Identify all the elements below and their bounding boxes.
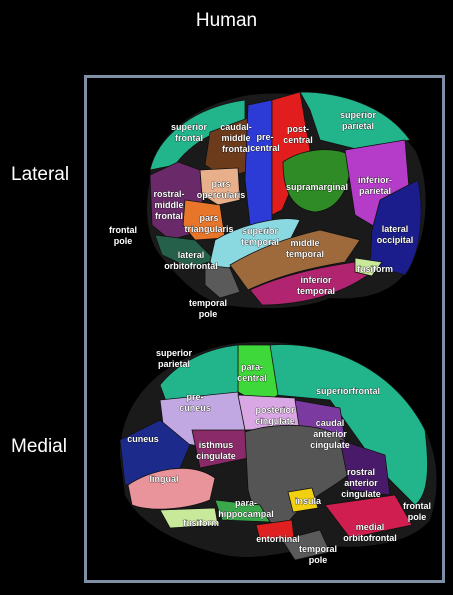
region-temporal-pole-lateral <box>204 264 241 299</box>
label-paracentral: para-central <box>237 362 267 383</box>
region-insula <box>287 487 319 513</box>
label-pars-opercularis: pars opercularis <box>197 179 246 200</box>
label-precentral: pre-central <box>250 132 280 153</box>
label-fusiform-lateral: fusiform <box>357 264 393 274</box>
label-posterior-cingulate: posterior cingulate <box>255 405 295 426</box>
label-pars-triangularis: pars triangularis <box>184 213 233 234</box>
region-fusiform-medial <box>159 507 219 529</box>
lateral-view-label: Lateral <box>11 164 70 185</box>
label-precuneus: pre-cuneus <box>179 392 211 413</box>
label-supramarginal: supramarginal <box>286 182 348 192</box>
region-medial-orbitofrontal <box>324 494 413 539</box>
label-superior-parietal-medial: superior parietal <box>156 348 193 369</box>
region-parahippocampal <box>214 499 271 523</box>
label-caudal-anterior-cingulate: caudal anterior cingulate <box>310 418 350 450</box>
label-frontal-pole-medial: frontal pole <box>403 501 431 522</box>
label-caudal-middle-frontal: caudal-middle frontal <box>220 122 252 154</box>
region-supramarginal <box>282 149 351 213</box>
label-entorhinal: entorhinal <box>256 534 300 544</box>
label-parahippocampal: para-hippocampal <box>218 498 274 519</box>
label-superior-frontal-lateral: superior frontal <box>171 122 208 143</box>
label-isthmus-cingulate: isthmus cingulate <box>196 440 236 461</box>
label-temporal-pole-lateral: temporal pole <box>189 298 227 319</box>
label-fusiform-medial: fusiform <box>183 518 219 528</box>
label-cuneus: cuneus <box>127 434 159 444</box>
region-pars-opercularis <box>199 167 241 206</box>
label-superior-parietal-lateral: superior parietal <box>340 110 377 131</box>
label-rostral-middle-frontal: rostral-middle frontal <box>153 189 184 221</box>
region-lateral-orbitofrontal <box>154 234 216 269</box>
label-superior-frontal-medial: superiorfrontal <box>316 386 380 396</box>
medial-brain <box>119 341 437 561</box>
label-middle-temporal: middle temporal <box>286 238 324 259</box>
label-inferior-parietal: inferior-parietal <box>358 175 392 196</box>
label-frontal-pole-lateral: frontal pole <box>109 225 137 246</box>
region-middle-temporal <box>229 229 361 291</box>
region-lateral-occipital <box>369 179 422 276</box>
label-insula: insula <box>295 496 322 506</box>
label-medial-orbitofrontal: medial orbitofrontal <box>343 522 397 543</box>
region-pars-triangularis <box>182 199 226 241</box>
region-temporal-pole-medial <box>281 529 331 561</box>
label-temporal-pole-medial: temporal pole <box>299 544 337 565</box>
medial-labels: superior parietal para-central pre-cuneus… <box>127 348 431 566</box>
region-precentral <box>244 99 273 226</box>
figure-title: Human <box>195 10 258 31</box>
region-superior-frontal-medial <box>269 344 428 506</box>
lateral-brain <box>147 91 426 309</box>
label-inferior-temporal: inferior temporal <box>297 275 335 296</box>
label-lateral-occipital: lateral occipital <box>377 224 414 245</box>
region-superior-frontal-lateral <box>149 99 246 171</box>
label-rostral-anterior-cingulate: rostral anterior cingulate <box>341 467 381 499</box>
label-lingual: lingual <box>150 474 179 484</box>
label-postcentral: post-central <box>283 124 313 145</box>
label-superior-temporal: superior temporal <box>241 226 279 247</box>
region-lingual <box>127 467 216 510</box>
region-fusiform-lateral <box>354 257 383 277</box>
label-lateral-orbitofrontal: lateral orbitofrontal <box>164 250 218 271</box>
lateral-labels: superior frontal caudal-middle frontal pre… <box>109 110 414 320</box>
medial-view-label: Medial <box>11 436 67 457</box>
region-rostral-anterior-cingulate <box>339 439 391 496</box>
